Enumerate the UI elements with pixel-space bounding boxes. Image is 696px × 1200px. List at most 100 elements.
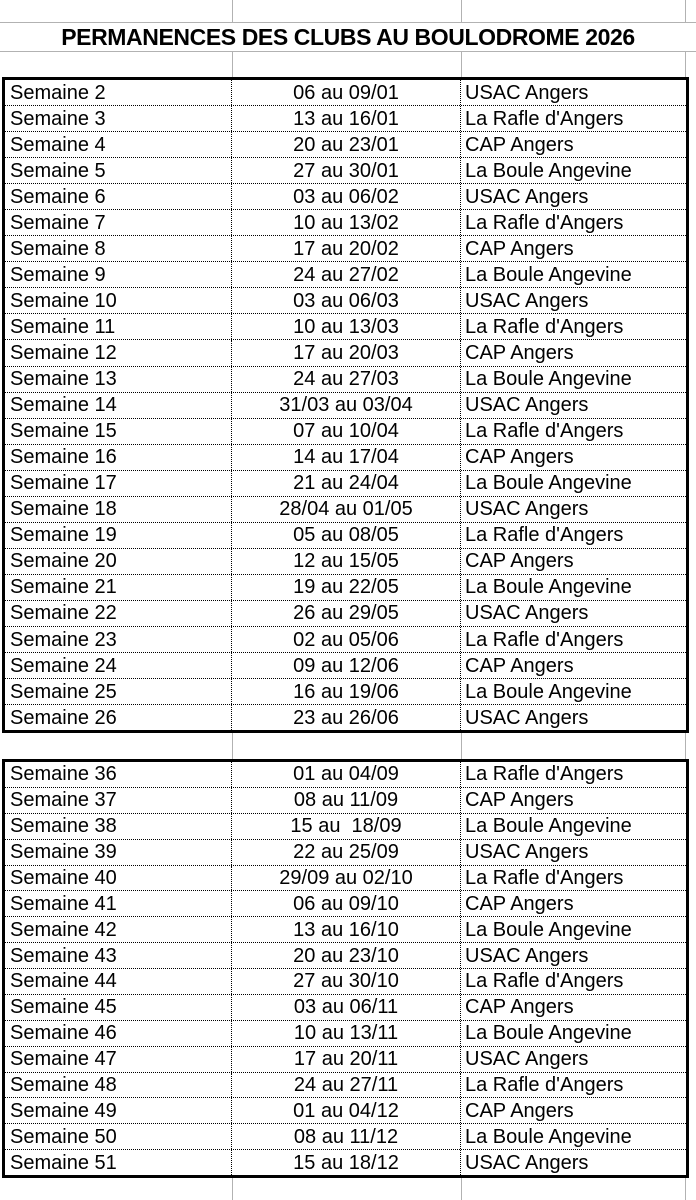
dates-cell: 03 au 06/11 [232,994,461,1020]
dates-cell: 03 au 06/02 [232,184,461,210]
dates-cell: 03 au 06/03 [232,288,461,314]
week-cell: Semaine 44 [5,969,232,994]
table-row: Semaine 19 05 au 08/05 La Rafle d'Angers [5,522,686,549]
table-row: Semaine 15 07 au 10/04 La Rafle d'Angers [5,418,686,445]
dates-cell: 06 au 09/10 [232,891,461,917]
club-cell: USAC Angers [465,602,589,625]
week-cell: Semaine 42 [5,917,232,943]
table-row: Semaine 20 12 au 15/05 CAP Angers [5,548,686,575]
week-cell: Semaine 48 [5,1072,232,1098]
table-row: Semaine 49 01 au 04/12 CAP Angers [5,1098,686,1125]
dates-cell: 17 au 20/02 [232,236,461,262]
club-cell: USAC Angers [465,289,589,312]
week-cell: Semaine 43 [5,943,232,968]
grid-line [232,0,233,22]
week-cell: Semaine 7 [5,210,232,236]
week-cell: Semaine 4 [5,132,232,158]
schedule-table-first-half: Semaine 2 06 au 09/01 USAC Angers Semain… [2,77,689,733]
grid-line [232,733,233,759]
week-cell: Semaine 15 [5,418,232,444]
grid-line [685,1178,686,1200]
club-cell: USAC Angers [465,185,589,208]
club-cell: CAP Angers [465,1099,574,1122]
club-cell: La Boule Angevine [465,815,632,838]
week-cell: Semaine 50 [5,1124,232,1150]
dates-cell: 17 au 20/11 [232,1046,461,1072]
grid-line [685,0,686,22]
week-cell: Semaine 13 [5,366,232,392]
club-cell: La Rafle d'Angers [465,970,624,993]
dates-cell: 16 au 19/06 [232,679,461,705]
club-cell: La Rafle d'Angers [465,866,624,889]
dates-cell: 23 au 26/06 [232,705,461,731]
week-cell: Semaine 12 [5,340,232,366]
club-cell: CAP Angers [465,892,574,915]
dates-cell: 22 au 25/09 [232,839,461,865]
club-cell: USAC Angers [465,841,589,864]
club-cell: La Boule Angevine [465,263,632,286]
table-row: Semaine 41 06 au 09/10 CAP Angers [5,891,686,918]
club-cell: USAC Angers [465,706,589,729]
dates-cell: 01 au 04/12 [232,1098,461,1124]
club-cell: La Rafle d'Angers [465,1073,624,1096]
table-row: Semaine 4 20 au 23/01 CAP Angers [5,132,686,159]
week-cell: Semaine 2 [5,80,232,106]
grid-line [685,52,686,77]
table-row: Semaine 8 17 au 20/02 CAP Angers [5,236,686,263]
table-row: Semaine 24 09 au 12/06 CAP Angers [5,653,686,680]
club-cell: La Boule Angevine [465,576,632,599]
dates-cell: 10 au 13/02 [232,210,461,236]
dates-cell: 13 au 16/10 [232,917,461,943]
week-cell: Semaine 25 [5,679,232,705]
week-cell: Semaine 3 [5,106,232,132]
week-cell: Semaine 20 [5,548,232,574]
table-row: Semaine 5 27 au 30/01 La Boule Angevine [5,158,686,185]
table-row: Semaine 51 15 au 18/12 USAC Angers [5,1150,686,1175]
dates-cell: 24 au 27/02 [232,262,461,288]
week-cell: Semaine 21 [5,574,232,600]
dates-cell: 21 au 24/04 [232,470,461,496]
club-cell: USAC Angers [465,498,589,521]
table-row: Semaine 50 08 au 11/12 La Boule Angevine [5,1124,686,1151]
club-cell: CAP Angers [465,789,574,812]
grid-line [461,733,462,759]
week-cell: Semaine 14 [5,392,232,418]
table-row: Semaine 18 28/04 au 01/05 USAC Angers [5,496,686,523]
week-cell: Semaine 6 [5,184,232,210]
week-cell: Semaine 49 [5,1098,232,1124]
week-cell: Semaine 23 [5,626,232,653]
dates-cell: 20 au 23/10 [232,943,461,968]
club-cell: La Rafle d'Angers [465,211,624,234]
table-row: Semaine 43 20 au 23/10 USAC Angers [5,943,686,969]
table-row: Semaine 7 10 au 13/02 La Rafle d'Angers [5,210,686,237]
club-cell: USAC Angers [465,394,589,417]
table-row: Semaine 13 24 au 27/03 La Boule Angevine [5,366,686,393]
dates-cell: 28/04 au 01/05 [232,496,461,522]
dates-cell: 02 au 05/06 [232,626,461,653]
table-row: Semaine 22 26 au 29/05 USAC Angers [5,600,686,627]
week-cell: Semaine 40 [5,865,232,891]
grid-line [232,52,233,77]
table-row: Semaine 36 01 au 04/09 La Rafle d'Angers [5,762,686,788]
grid-line [461,1178,462,1200]
club-cell: La Rafle d'Angers [465,524,624,547]
club-cell: La Boule Angevine [465,159,632,182]
dates-cell: 12 au 15/05 [232,548,461,574]
dates-cell: 05 au 08/05 [232,522,461,548]
dates-cell: 29/09 au 02/10 [232,865,461,891]
schedule-table-second-half: Semaine 36 01 au 04/09 La Rafle d'Angers… [2,759,689,1178]
table-row: Semaine 37 08 au 11/09 CAP Angers [5,787,686,814]
dates-cell: 01 au 04/09 [232,762,461,787]
dates-cell: 19 au 22/05 [232,574,461,600]
grid-line [232,1178,233,1200]
club-cell: CAP Angers [465,133,574,156]
dates-cell: 07 au 10/04 [232,418,461,444]
week-cell: Semaine 26 [5,705,232,731]
table-row: Semaine 17 21 au 24/04 La Boule Angevine [5,470,686,497]
week-cell: Semaine 10 [5,288,232,314]
table-row: Semaine 46 10 au 13/11 La Boule Angevine [5,1020,686,1047]
table-row: Semaine 39 22 au 25/09 USAC Angers [5,839,686,866]
grid-line [461,52,462,77]
week-cell: Semaine 16 [5,444,232,470]
